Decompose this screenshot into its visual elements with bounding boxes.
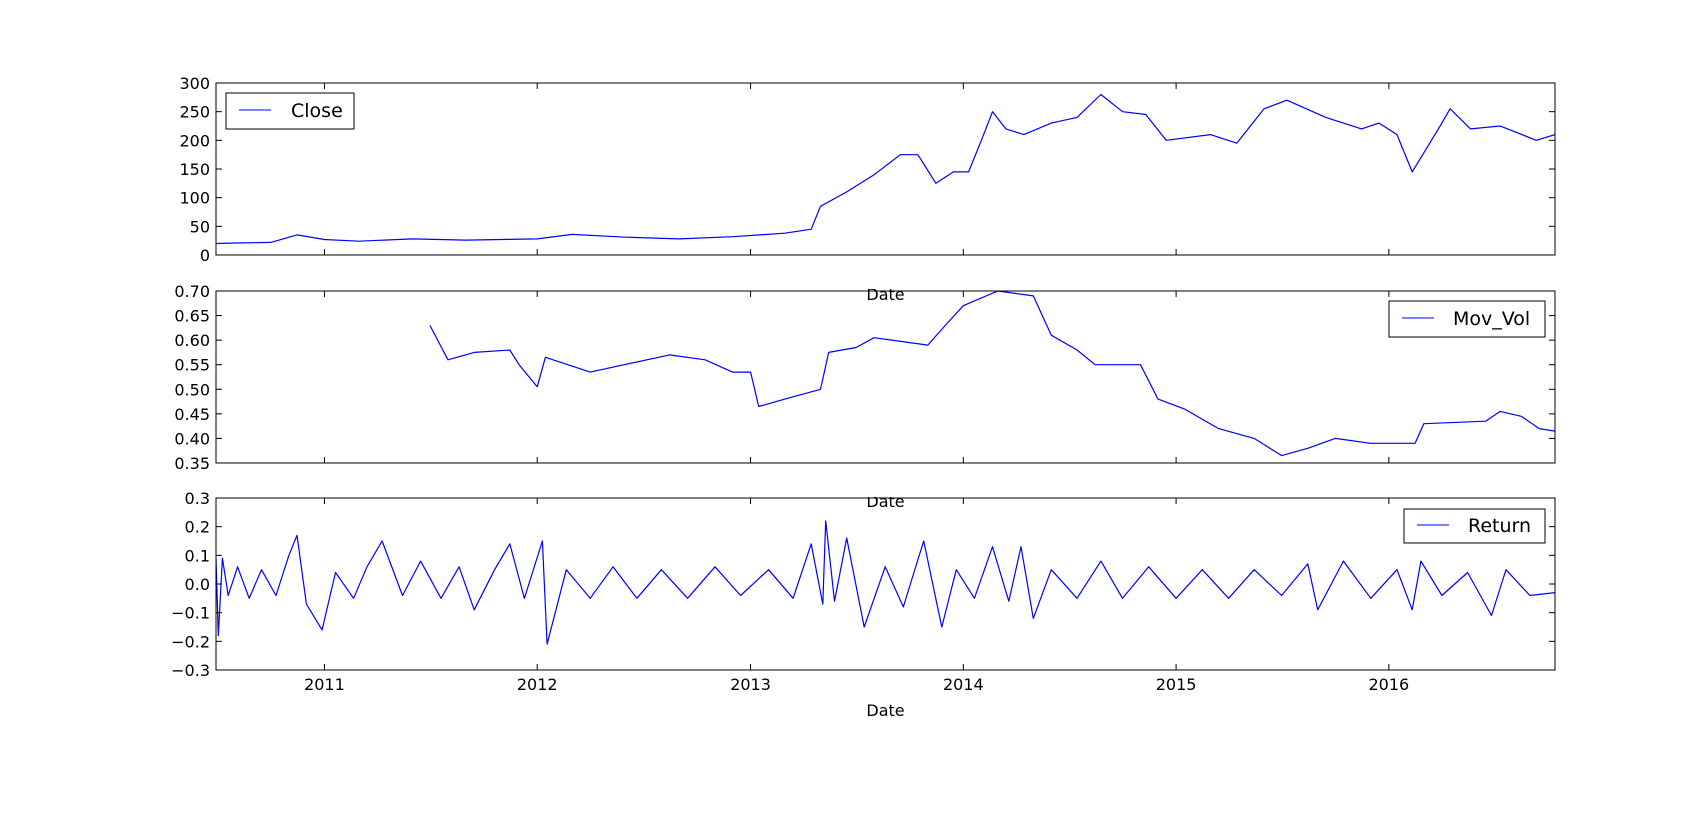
mov-vol-axes-frame [215, 290, 1556, 464]
return-x-tick-label: 2012 [517, 675, 558, 694]
close-legend-label: Close [291, 100, 343, 122]
mov-vol-legend-box [1388, 300, 1546, 338]
return-x-tick-label: 2011 [304, 675, 345, 694]
return-y-tick-label: 0.1 [185, 546, 210, 565]
mov-vol-y-tick-label: 0.45 [174, 405, 210, 424]
mov-vol-legend-label: Mov_Vol [1453, 308, 1530, 330]
close-legend: Close [225, 92, 355, 130]
mov-vol-series-layer [429, 291, 1555, 457]
mov-vol-y-tick-label: 0.40 [174, 429, 210, 448]
return-x-tick-label: 2013 [730, 675, 771, 694]
return-legend-label: Return [1468, 515, 1531, 537]
mov-vol-y-tick-label: 0.65 [174, 307, 210, 326]
return-legend-box [1403, 508, 1546, 544]
mov-vol-y-tick-label: 0.35 [174, 454, 210, 473]
return-y-tick-label: 0.2 [185, 518, 210, 537]
return-x-tick-label: 2014 [943, 675, 984, 694]
return-panel: −0.3 −0.2 −0.1 0.0 0.1 0.2 0.3 2011 2012 2013 2014… [171, 465, 1556, 720]
return-ticks: −0.3 −0.2 −0.1 0.0 0.1 0.2 0.3 2011 2012 2013 2014… [171, 489, 1555, 694]
return-y-tick-label: 0.0 [185, 575, 210, 594]
close-y-tick-label: 100 [179, 189, 210, 208]
return-x-axis-label: Date [866, 701, 904, 720]
return-x-tick-label: 2015 [1156, 675, 1197, 694]
mov-vol-top-backdrop [216, 257, 1555, 289]
close-y-tick-label: 0 [200, 246, 210, 265]
mov-vol-y-tick-label: 0.70 [174, 282, 210, 301]
close-y-tick-label: 50 [190, 217, 210, 236]
mov-vol-legend: Mov_Vol [1388, 300, 1546, 338]
close-series-layer [216, 93, 1555, 245]
mov-vol-y-tick-label: 0.55 [174, 356, 210, 375]
close-legend-box [225, 92, 355, 130]
close-x-axis-label: Date [866, 285, 904, 304]
return-series-layer [216, 520, 1555, 645]
close-series-line-0 [216, 93, 1555, 245]
return-y-tick-label: 0.3 [185, 489, 210, 508]
return-y-tick-label: −0.3 [171, 661, 210, 680]
close-y-tick-label: 200 [179, 131, 210, 150]
close-y-tick-label: 250 [179, 103, 210, 122]
mov-vol-series-line-0 [429, 291, 1555, 457]
mov-vol-y-tick-label: 0.60 [174, 331, 210, 350]
mov-vol-y-tick-label: 0.50 [174, 380, 210, 399]
return-y-tick-label: −0.1 [171, 604, 210, 623]
return-series-line-0 [216, 520, 1555, 645]
moving-volatility-panel: 0.350.400.450.500.550.600.650.7020112012… [174, 257, 1556, 511]
return-legend: Return [1403, 508, 1546, 544]
return-x-tick-label: 2016 [1369, 675, 1410, 694]
return-top-backdrop [216, 465, 1555, 497]
return-y-tick-label: −0.2 [171, 632, 210, 651]
close-y-tick-label: 300 [179, 74, 210, 93]
close-y-tick-label: 150 [179, 160, 210, 179]
